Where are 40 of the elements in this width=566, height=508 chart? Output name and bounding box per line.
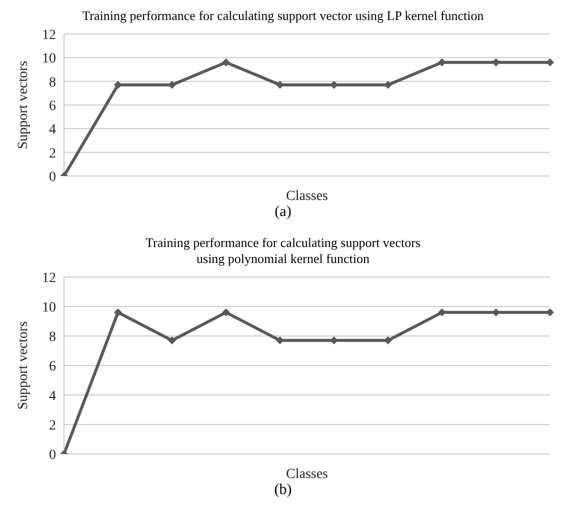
point [222,308,230,316]
y-tick-label: 6 [49,98,56,114]
y-tick-label: 6 [49,359,56,374]
point [168,80,176,89]
y-tick-label: 8 [49,75,56,90]
point [384,80,392,89]
y-tick-label: 2 [49,146,56,162]
point [114,308,122,316]
text: (a) [274,204,292,221]
x-axis-title: Classes [286,467,328,482]
point [330,336,338,344]
x-axis-title: Classes [286,189,328,204]
y-tick-label: 8 [49,330,56,345]
y-axis-title: Support vectors [16,60,31,150]
y-tick-label: 2 [49,418,56,434]
point [546,58,554,66]
y-tick-label: 12 [42,28,56,43]
point [114,80,122,89]
point [168,336,176,344]
y-tick-label: 4 [49,122,56,138]
y-tick-label: 10 [42,52,56,67]
point [384,336,392,344]
point [330,80,338,89]
point [492,308,500,316]
chart-title: Training performance for calculating support vector using LP kernel function [81,8,485,24]
y-tick-label: 0 [49,448,56,463]
y-axis-title: Support vectors [16,321,31,410]
point [276,336,284,344]
chart-title: Training performance for calculating support vectors using polynomial kernel function [144,235,422,267]
point [222,58,230,66]
point [492,58,500,66]
y-tick-label: 4 [49,388,56,404]
point [276,80,284,89]
point [438,58,446,66]
point [546,308,554,316]
point [438,308,446,316]
y-tick-label: 10 [42,300,56,316]
text: (b) [273,482,293,499]
y-tick-label: 12 [42,270,56,286]
y-tick-label: 0 [49,170,56,185]
